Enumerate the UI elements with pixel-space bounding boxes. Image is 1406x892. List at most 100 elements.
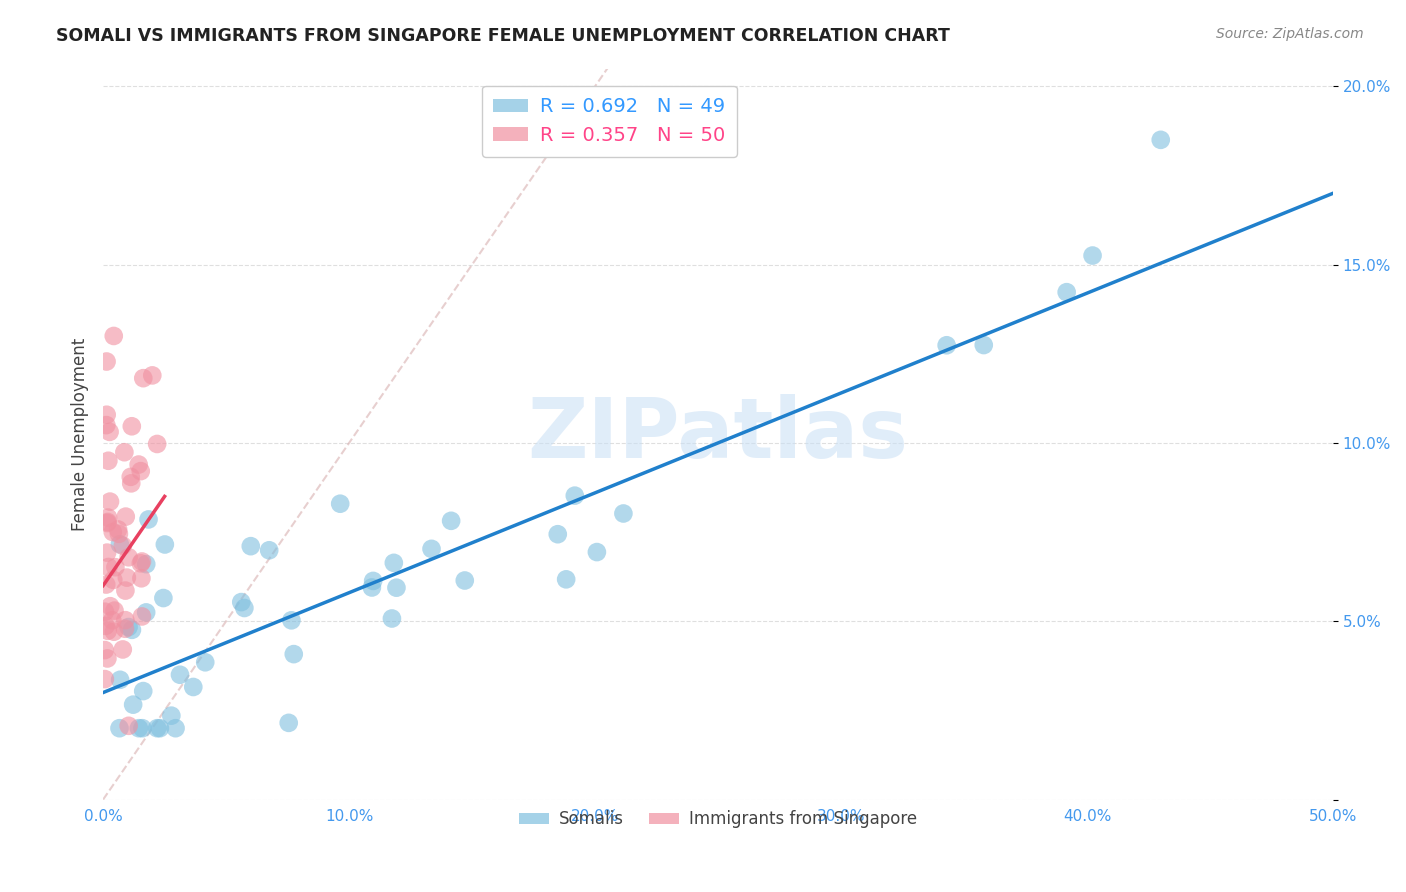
Point — [149, 721, 172, 735]
Point — [329, 497, 352, 511]
Point — [146, 721, 169, 735]
Point — [108, 673, 131, 687]
Point — [104, 560, 127, 574]
Point — [96, 546, 118, 560]
Point — [239, 539, 262, 553]
Point — [112, 445, 135, 459]
Point — [129, 464, 152, 478]
Point — [564, 489, 586, 503]
Point — [98, 494, 121, 508]
Point — [103, 573, 125, 587]
Point — [103, 604, 125, 618]
Point — [114, 613, 136, 627]
Point — [122, 698, 145, 712]
Point — [181, 680, 204, 694]
Point — [97, 560, 120, 574]
Point — [169, 667, 191, 681]
Point — [132, 371, 155, 385]
Point — [361, 574, 384, 588]
Point — [440, 514, 463, 528]
Point — [97, 515, 120, 529]
Point — [586, 545, 609, 559]
Point — [98, 599, 121, 614]
Point — [94, 605, 117, 619]
Point — [94, 619, 117, 633]
Point — [118, 719, 141, 733]
Point — [103, 624, 125, 639]
Point — [1150, 133, 1173, 147]
Point — [153, 537, 176, 551]
Point — [101, 613, 124, 627]
Point — [120, 476, 142, 491]
Point — [114, 622, 136, 636]
Point — [121, 623, 143, 637]
Point — [115, 571, 138, 585]
Point — [233, 601, 256, 615]
Text: ZIPatlas: ZIPatlas — [527, 393, 908, 475]
Point — [135, 557, 157, 571]
Point — [612, 507, 634, 521]
Point — [135, 606, 157, 620]
Point — [96, 354, 118, 368]
Point — [547, 527, 569, 541]
Point — [257, 543, 280, 558]
Point — [94, 672, 117, 686]
Point — [129, 557, 152, 571]
Text: Source: ZipAtlas.com: Source: ZipAtlas.com — [1216, 27, 1364, 41]
Point — [381, 611, 404, 625]
Point — [165, 721, 187, 735]
Point — [96, 408, 118, 422]
Point — [138, 512, 160, 526]
Point — [555, 572, 578, 586]
Point — [385, 581, 408, 595]
Point — [128, 458, 150, 472]
Point — [114, 509, 136, 524]
Point — [98, 425, 121, 439]
Point — [108, 721, 131, 735]
Point — [96, 651, 118, 665]
Y-axis label: Female Unemployment: Female Unemployment — [72, 337, 89, 531]
Point — [103, 329, 125, 343]
Point — [973, 338, 995, 352]
Point — [1081, 248, 1104, 262]
Point — [382, 556, 405, 570]
Point — [1056, 285, 1078, 300]
Point — [120, 470, 142, 484]
Point — [935, 338, 957, 352]
Point — [97, 624, 120, 638]
Point — [160, 708, 183, 723]
Point — [128, 721, 150, 735]
Point — [141, 368, 163, 383]
Point — [277, 715, 299, 730]
Text: SOMALI VS IMMIGRANTS FROM SINGAPORE FEMALE UNEMPLOYMENT CORRELATION CHART: SOMALI VS IMMIGRANTS FROM SINGAPORE FEMA… — [56, 27, 950, 45]
Point — [96, 516, 118, 530]
Point — [111, 642, 134, 657]
Point — [96, 418, 118, 433]
Point — [107, 523, 129, 537]
Point — [118, 550, 141, 565]
Point — [131, 609, 153, 624]
Point — [131, 571, 153, 585]
Point — [97, 454, 120, 468]
Point — [101, 524, 124, 539]
Point — [152, 591, 174, 605]
Point — [131, 554, 153, 568]
Point — [108, 537, 131, 551]
Point — [283, 647, 305, 661]
Point — [117, 620, 139, 634]
Point — [111, 539, 134, 553]
Point — [454, 574, 477, 588]
Point — [114, 583, 136, 598]
Point — [94, 643, 117, 657]
Point — [280, 613, 302, 627]
Point — [131, 721, 153, 735]
Point — [231, 595, 253, 609]
Point — [108, 527, 131, 541]
Point — [420, 541, 443, 556]
Point — [96, 577, 118, 591]
Point — [97, 510, 120, 524]
Point — [146, 437, 169, 451]
Point — [360, 581, 382, 595]
Point — [132, 684, 155, 698]
Point — [194, 655, 217, 669]
